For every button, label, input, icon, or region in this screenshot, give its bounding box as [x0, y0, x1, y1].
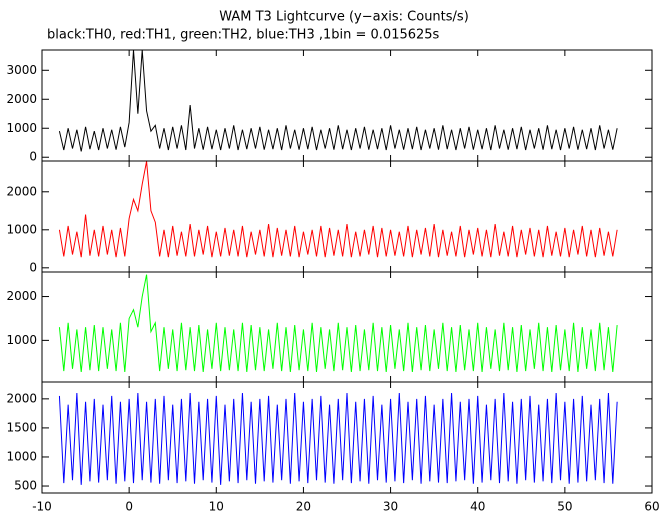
y-tick-label: 3000 [6, 63, 37, 77]
lightcurve [58, 393, 618, 485]
x-tick-label: 50 [557, 500, 572, 514]
x-tick-label: 20 [296, 500, 311, 514]
panel-frame [41, 49, 653, 162]
x-tick-label: 10 [209, 500, 224, 514]
lightcurve [58, 161, 618, 258]
chart-subtitle: black:TH0, red:TH1, green:TH2, blue:TH3 … [47, 28, 440, 43]
x-tick-label: 40 [470, 500, 485, 514]
y-tick-label: 2000 [6, 289, 37, 303]
y-tick-label: 2000 [6, 92, 37, 106]
y-tick-label: 1500 [6, 420, 37, 434]
chart-title: WAM T3 Lightcurve (y−axis: Counts/s) [219, 10, 469, 25]
y-tick-label: 2000 [6, 184, 37, 198]
lightcurve [58, 274, 618, 372]
x-tick-label: 30 [383, 500, 398, 514]
x-tick-label: 60 [644, 500, 659, 514]
y-tick-label: 0 [29, 150, 37, 164]
y-tick-label: 1000 [6, 121, 37, 135]
lightcurve [58, 49, 618, 152]
x-tick-label: 0 [125, 500, 133, 514]
y-tick-label: 2000 [6, 391, 37, 405]
y-tick-label: 1000 [6, 222, 37, 236]
y-tick-label: 1000 [6, 333, 37, 347]
x-tick-label: -10 [32, 500, 52, 514]
panel-frame [41, 381, 653, 494]
y-tick-label: 0 [29, 260, 37, 274]
y-tick-label: 500 [14, 479, 37, 493]
y-tick-label: 1000 [6, 449, 37, 463]
